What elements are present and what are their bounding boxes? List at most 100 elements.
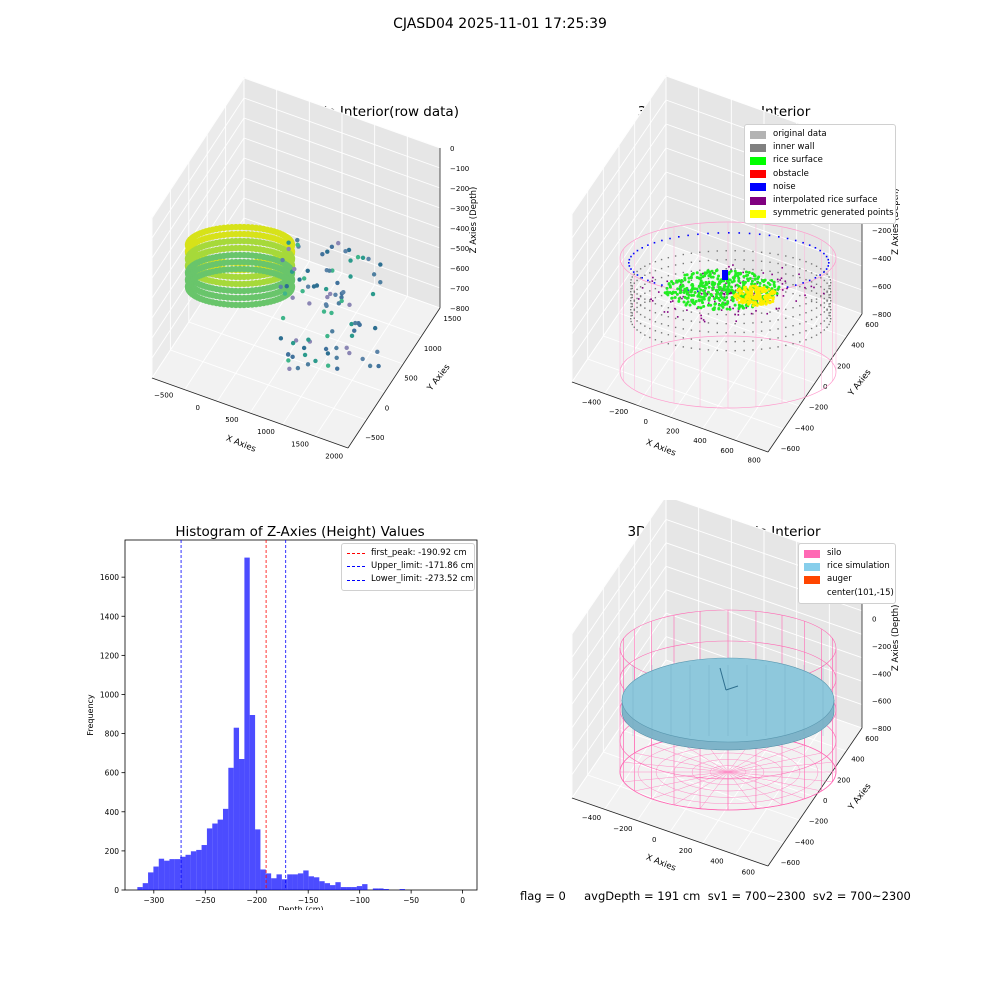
wall-point — [769, 320, 771, 322]
legend-line — [347, 566, 365, 568]
silo-floor-spoke — [634, 771, 729, 792]
raw-point — [307, 301, 312, 306]
interp-point — [775, 307, 778, 310]
wall-point — [820, 268, 822, 270]
wall-point — [644, 334, 646, 336]
wall-point — [785, 335, 787, 338]
wall-point — [830, 300, 832, 302]
rice-point — [697, 293, 701, 297]
rice-point — [707, 285, 711, 289]
wall-point — [682, 337, 685, 339]
interp-point — [737, 310, 740, 313]
wall-point — [630, 309, 632, 311]
rice-point — [733, 269, 737, 273]
wall-point — [792, 325, 794, 327]
raw-point — [305, 284, 311, 289]
histogram-bar — [319, 881, 325, 890]
interp-point — [723, 296, 726, 298]
wall-point — [630, 279, 632, 281]
symmetric-point — [748, 301, 752, 305]
noise-point — [827, 265, 830, 267]
wall-point — [649, 272, 651, 274]
raw-point — [347, 350, 352, 356]
silo-floor-spoke — [727, 771, 833, 783]
raw-point — [290, 354, 295, 360]
wall-point — [690, 252, 693, 254]
rice-point — [723, 288, 727, 292]
wall-point — [630, 284, 632, 287]
rice-point — [699, 295, 703, 299]
raw-point — [330, 329, 335, 334]
wall-point — [725, 313, 727, 316]
legend-swatch — [750, 143, 766, 152]
interp-point — [734, 313, 736, 316]
wall-point — [660, 276, 663, 279]
rice-point — [719, 295, 723, 299]
raw-point — [360, 255, 366, 260]
wall-point — [815, 283, 818, 285]
wall-point — [792, 343, 794, 345]
noise-point — [717, 232, 720, 234]
wall-point — [760, 251, 763, 253]
legend-entry: Upper_limit: -171.86 cm — [347, 560, 474, 573]
histogram-bar — [335, 882, 341, 890]
rice-point — [750, 282, 754, 286]
wall-point — [674, 335, 677, 338]
noise-point — [738, 232, 741, 234]
interp-point — [795, 300, 798, 302]
wall-point — [639, 304, 642, 306]
legend-swatch — [750, 170, 766, 179]
interp-point — [813, 286, 815, 289]
interp-point — [782, 295, 785, 297]
silo-floor-spoke — [634, 752, 729, 773]
noise-point — [748, 232, 751, 235]
y-tick-label: 400 — [105, 808, 120, 817]
raw-point — [355, 254, 361, 260]
wall-point — [636, 288, 638, 291]
raw-point — [301, 345, 307, 351]
legend-entry: obstacle — [750, 168, 890, 181]
wall-point — [769, 329, 771, 331]
wall-point — [826, 317, 828, 319]
wall-point — [743, 313, 745, 316]
noise-point — [647, 244, 649, 246]
y-axis-label: Frequency — [86, 694, 95, 736]
noise-point — [823, 252, 825, 255]
rice-point — [700, 298, 704, 302]
wall-point — [682, 280, 685, 283]
x-tick-label: 0 — [196, 404, 200, 412]
wall-point — [743, 277, 745, 279]
histogram-bar — [362, 884, 368, 890]
interp-point — [810, 285, 813, 288]
legend-entry: auger — [804, 573, 890, 586]
x-tick-label: 200 — [666, 427, 679, 435]
wall-point — [743, 349, 745, 352]
wall-point — [631, 276, 634, 278]
interp-point — [706, 292, 708, 295]
wall-point — [777, 253, 779, 256]
wall-point — [752, 250, 754, 253]
interp-point — [804, 286, 806, 289]
legend-line — [347, 579, 365, 581]
wall-point — [799, 341, 801, 343]
symmetric-point — [764, 302, 768, 306]
wall-point — [660, 294, 663, 297]
wall-point — [777, 319, 779, 321]
z-tick-label: −200 — [450, 185, 469, 193]
wall-point — [743, 340, 745, 343]
rice-point — [753, 274, 757, 278]
x-tick-label: −250 — [195, 896, 216, 905]
rice-point — [761, 279, 765, 283]
rice-point — [689, 275, 693, 279]
wall-point — [777, 346, 779, 348]
z-axis-label: Z Axies (Depth) — [891, 188, 901, 255]
rice-point — [679, 286, 683, 290]
wall-point — [805, 287, 807, 290]
noise-point — [786, 286, 789, 288]
wall-point — [799, 267, 801, 270]
wall-point — [699, 312, 701, 314]
wall-point — [829, 320, 831, 323]
raw-point — [371, 272, 377, 277]
rice-point — [731, 298, 735, 302]
rice-point — [697, 299, 701, 303]
